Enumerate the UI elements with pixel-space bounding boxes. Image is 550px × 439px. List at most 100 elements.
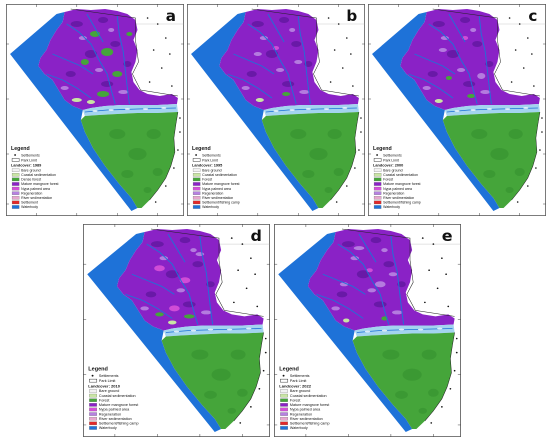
mangrove-area <box>38 9 178 110</box>
regeneration-patch <box>440 36 449 40</box>
legend-class-label: Waterbody <box>383 205 400 209</box>
legend-swatch <box>89 412 97 416</box>
mangrove-dark-patch <box>342 241 355 248</box>
legend-title: Legend <box>373 146 392 152</box>
regeneration-patch <box>253 52 262 56</box>
regeneration-patch <box>374 281 386 288</box>
settlement-dot <box>146 17 149 19</box>
estuary-sandbank <box>92 110 98 112</box>
settlement-dot <box>421 237 424 239</box>
legend-class-label: Waterbody <box>21 205 38 209</box>
forest-patch <box>467 94 476 98</box>
regeneration-patch <box>331 306 340 311</box>
estuary-sandbank <box>364 330 371 333</box>
river-channel <box>322 273 366 295</box>
estuary-sandbank <box>505 108 511 110</box>
forest-texture <box>395 390 408 399</box>
estuary-sandbank <box>246 327 252 330</box>
forest-texture <box>143 187 152 193</box>
mangrove-dark-patch <box>472 41 483 47</box>
forest-texture <box>121 170 134 178</box>
legend-class-label: Bare ground <box>290 389 310 393</box>
regeneration-patch <box>388 272 398 277</box>
legend-class-label: Mature mangrove forest <box>21 182 58 186</box>
mangrove-dark-patch <box>397 281 406 288</box>
legend-class-label: Forest <box>99 399 110 403</box>
settlement-dot <box>445 273 447 276</box>
park-limit-line <box>233 332 264 422</box>
settlement-dot <box>173 167 175 169</box>
mangrove-dark-patch <box>336 291 348 298</box>
forest-texture <box>402 368 422 381</box>
settlement-dot <box>239 422 242 424</box>
forest-texture <box>227 407 236 414</box>
mangrove-dark-patch <box>206 281 215 288</box>
river-channel <box>247 23 297 105</box>
river-channel <box>267 13 285 43</box>
settlement-dot <box>358 149 360 151</box>
mangrove-dark-patch <box>460 17 471 23</box>
legend-class-label: Settlement <box>21 201 38 205</box>
legend-class-label: Regeneration <box>99 412 121 416</box>
river-channel <box>125 293 173 319</box>
legend-class-label: Nypa palmed area <box>21 187 50 191</box>
legend-class-label: Waterbody <box>290 426 308 430</box>
map-panel-a: a Legend Settlements Park Limit Landcover: 1… <box>6 4 184 216</box>
legend-class-label: Bare ground <box>99 389 119 393</box>
mangrove-dark-patch <box>265 50 279 58</box>
forest-texture <box>237 388 248 397</box>
estuary-sandbank <box>161 107 167 109</box>
forest-patch <box>155 312 164 317</box>
park-limit-symbol <box>11 158 20 162</box>
forest-texture <box>204 390 217 399</box>
regeneration-patch <box>367 288 376 293</box>
settlement-symbol <box>376 154 379 156</box>
legend-class-label: Mature mangrove forest <box>202 182 239 186</box>
legend-class-label: Forest <box>290 399 301 403</box>
settlement-dot <box>516 201 519 203</box>
legend-class-label: Coastal sedimentation <box>21 173 56 177</box>
regeneration-patch <box>200 310 212 315</box>
map-panel-e: e Legend Settlements Park Limit Landcover: 2… <box>274 224 461 437</box>
forest-texture <box>309 148 328 160</box>
legend-swatch <box>373 182 382 186</box>
estuary-sandbank <box>190 329 197 332</box>
forest-texture <box>290 129 307 139</box>
river-channel <box>390 236 405 325</box>
settlement-symbol <box>91 374 94 377</box>
settlement-dot <box>432 243 435 245</box>
park-limit-line <box>341 228 455 317</box>
settlement-dot <box>455 337 458 340</box>
settlement-dot <box>441 406 443 408</box>
legend-swatch <box>89 403 97 407</box>
estuary-sandbank <box>226 328 233 331</box>
legend-swatch <box>192 182 201 186</box>
park-limit-line <box>432 8 540 97</box>
panel-letter: a <box>166 7 176 25</box>
river-channel <box>428 23 478 105</box>
legend-title: Legend <box>192 146 211 152</box>
mangrove-dark-patch <box>291 41 302 47</box>
legend-class-label: Mature mangrove forest <box>383 182 420 186</box>
settlement-dot <box>333 49 336 51</box>
mangrove-dark-patch <box>84 50 98 58</box>
legend-swatch <box>192 196 201 200</box>
legend-settlements: Settlements <box>202 153 221 157</box>
park-limit-line <box>150 228 264 317</box>
legend-swatch <box>89 426 97 430</box>
estuary-sandbank <box>470 109 476 111</box>
legend-swatch <box>280 421 288 426</box>
settlement-dot <box>241 243 244 245</box>
legend-class-label: Forest <box>383 178 393 182</box>
legend-swatch <box>89 393 97 398</box>
settlement-dot <box>230 237 233 239</box>
legend-settlements: Settlements <box>21 153 40 157</box>
settlement-symbol <box>14 154 17 156</box>
legend-swatch <box>373 186 382 191</box>
settlement-dot <box>447 305 450 308</box>
forest-texture <box>230 349 246 360</box>
settlement-dot <box>264 337 267 340</box>
legend-class-label: Bare ground <box>21 168 40 172</box>
